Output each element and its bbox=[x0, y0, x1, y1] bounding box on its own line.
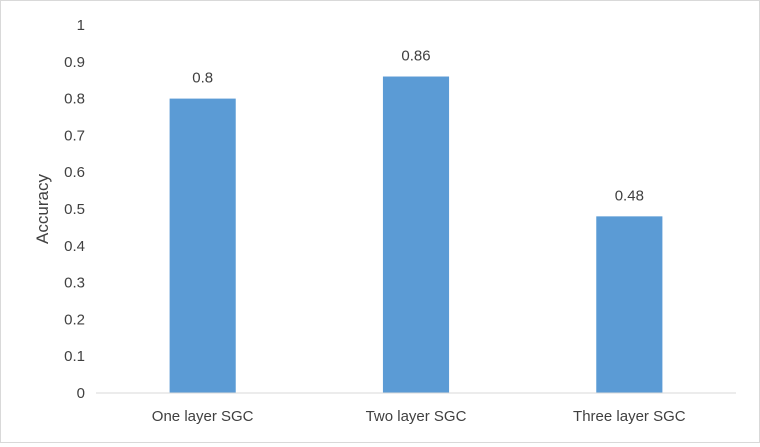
data-label: 0.86 bbox=[401, 48, 430, 65]
y-tick-label: 0.7 bbox=[64, 127, 85, 144]
data-label: 0.48 bbox=[615, 187, 644, 204]
y-tick-label: 1 bbox=[77, 17, 85, 34]
x-tick-label: Three layer SGC bbox=[573, 408, 686, 425]
x-tick-label: Two layer SGC bbox=[366, 408, 467, 425]
y-axis-ticks: 0 0.1 0.2 0.3 0.4 0.5 0.6 0.7 0.8 0.9 1 bbox=[64, 17, 85, 402]
x-axis-labels: One layer SGC Two layer SGC Three layer SG… bbox=[152, 408, 686, 425]
y-axis-label: Accuracy bbox=[33, 174, 52, 244]
bar bbox=[169, 98, 236, 393]
y-tick-label: 0.5 bbox=[64, 201, 85, 218]
y-tick-label: 0.8 bbox=[64, 91, 85, 108]
bar bbox=[596, 216, 663, 393]
y-tick-label: 0.2 bbox=[64, 311, 85, 328]
data-labels: 0.8 0.86 0.48 bbox=[192, 48, 644, 205]
y-tick-label: 0 bbox=[77, 385, 85, 402]
bar bbox=[382, 76, 450, 394]
bars bbox=[169, 76, 663, 394]
y-tick-label: 0.6 bbox=[64, 164, 85, 181]
x-tick-label: One layer SGC bbox=[152, 408, 254, 425]
y-tick-label: 0.9 bbox=[64, 54, 85, 71]
y-tick-label: 0.4 bbox=[64, 238, 85, 255]
y-tick-label: 0.1 bbox=[64, 348, 85, 365]
y-tick-label: 0.3 bbox=[64, 275, 85, 292]
data-label: 0.8 bbox=[192, 70, 213, 87]
